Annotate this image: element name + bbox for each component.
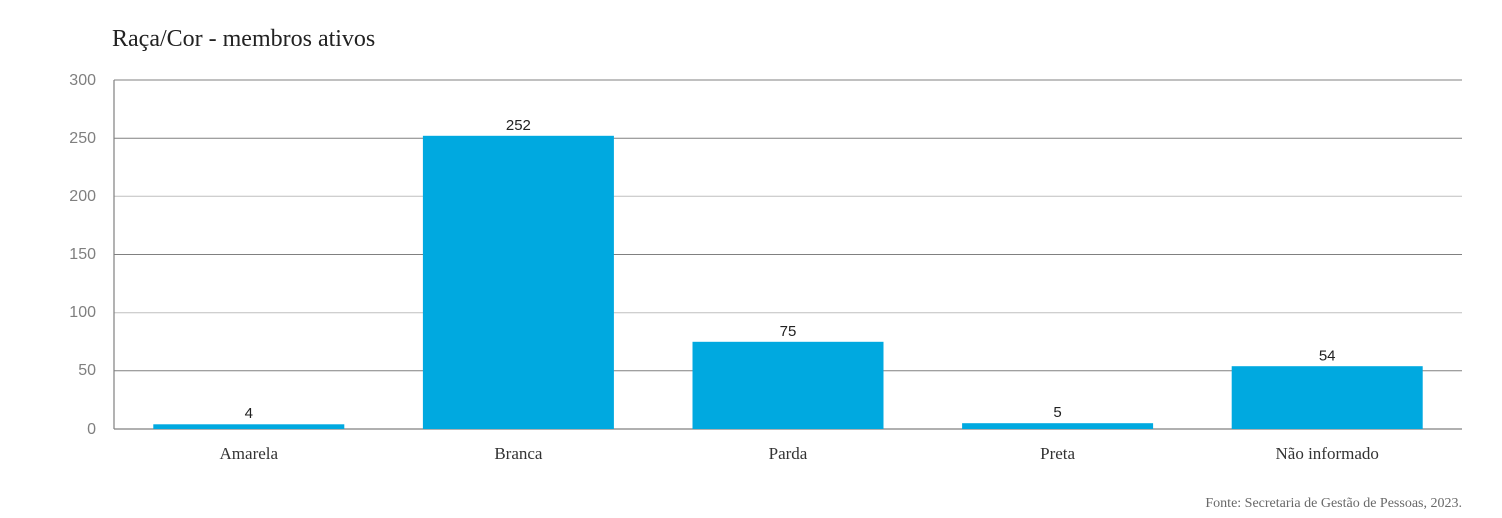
svg-text:54: 54	[1319, 348, 1336, 365]
svg-text:0: 0	[87, 421, 96, 438]
svg-text:Parda: Parda	[769, 444, 808, 463]
svg-text:200: 200	[69, 188, 96, 205]
svg-text:252: 252	[506, 117, 531, 134]
svg-text:4: 4	[245, 405, 253, 422]
svg-text:75: 75	[780, 323, 797, 340]
svg-text:250: 250	[69, 130, 96, 147]
svg-text:Branca: Branca	[494, 444, 543, 463]
svg-text:100: 100	[69, 304, 96, 321]
svg-text:Preta: Preta	[1040, 444, 1075, 463]
svg-text:50: 50	[78, 362, 96, 379]
svg-text:300: 300	[69, 72, 96, 89]
svg-text:5: 5	[1053, 404, 1061, 421]
svg-text:Amarela: Amarela	[220, 444, 279, 463]
svg-text:Não informado: Não informado	[1276, 444, 1379, 463]
svg-text:150: 150	[69, 246, 96, 263]
